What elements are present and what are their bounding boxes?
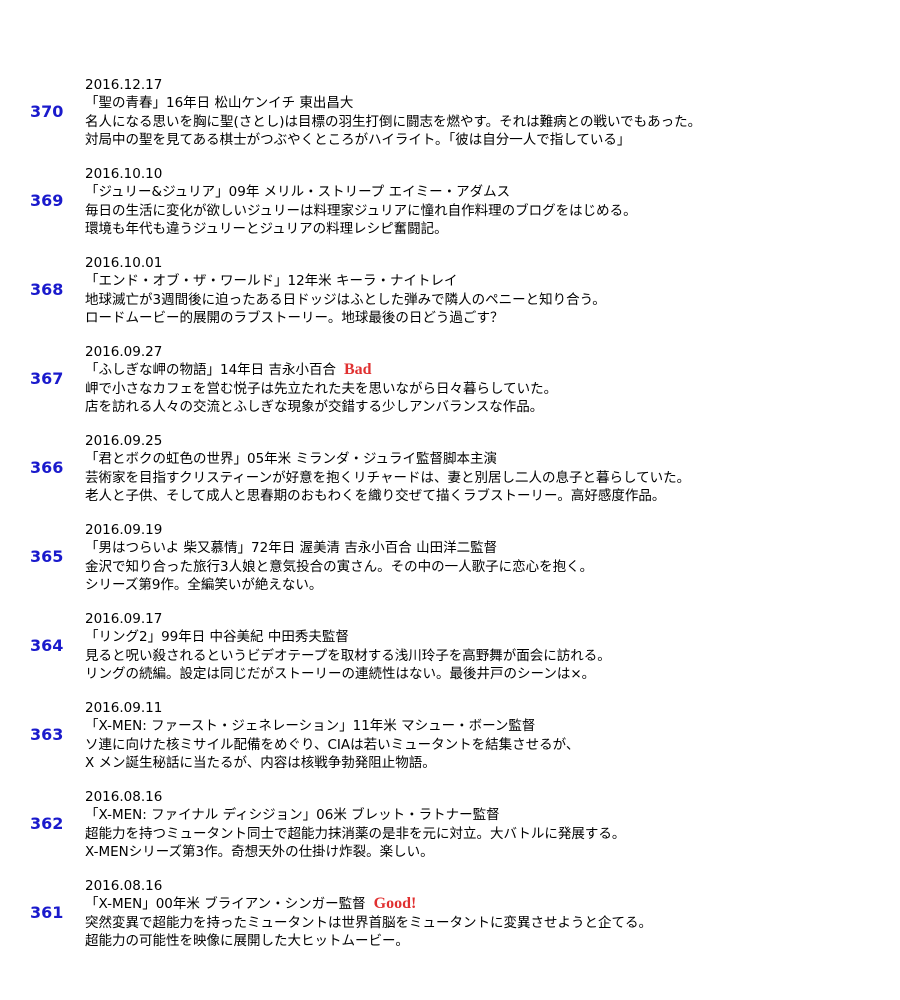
rating-tag: Good! <box>373 895 417 912</box>
entry-title-line: 「聖の青春」16年日 松山ケンイチ 東出昌大 <box>85 94 353 112</box>
entry-description: シリーズ第9作。全編笑いが絶えない。 <box>85 577 323 593</box>
entry-title: 「リング2」99年日 中谷美紀 中田秀夫監督 <box>85 629 349 645</box>
entry-description: 超能力を持つミュータント同士で超能力抹消薬の是非を元に対立。大バトルに発展する。 <box>85 826 626 842</box>
entry-description: 突然変異で超能力を持ったミュータントは世界首脳をミュータントに変異させようと企て… <box>85 915 652 931</box>
entry-description: 環境も年代も違うジュリーとジュリアの料理レシピ奮闘記。 <box>85 221 448 237</box>
entry-number: 367 <box>30 369 64 388</box>
entry-title: 「君とボクの虹色の世界」05年米 ミランダ・ジュライ監督脚本主演 <box>85 451 498 467</box>
entry-number: 363 <box>30 725 64 744</box>
entry-number: 368 <box>30 280 64 299</box>
entry-title-line: 「エンド・オブ・ザ・ワールド」12年米 キーラ・ナイトレイ <box>85 272 457 290</box>
entry-number: 365 <box>30 547 64 566</box>
entry-title-line: 「X-MEN: ファイナル ディシジョン」06米 ブレット・ラトナー監督 <box>85 806 500 824</box>
entry-title: 「X-MEN: ファースト・ジェネレーション」11年米 マシュー・ボーン監督 <box>85 718 536 734</box>
entry-title: 「エンド・オブ・ザ・ワールド」12年米 キーラ・ナイトレイ <box>85 273 458 289</box>
entry-description: ソ連に向けた核ミサイル配備をめぐり、CIAは若いミュータントを結集させるが、 <box>85 737 580 753</box>
entry-number: 361 <box>30 903 64 922</box>
entry-date: 2016.08.16 <box>85 789 163 805</box>
entry-date: 2016.09.11 <box>85 700 163 716</box>
entry-description: 金沢で知り合った旅行3人娘と意気投合の寅さん。その中の一人歌子に恋心を抱く。 <box>85 559 594 575</box>
entry-title-line: 「リング2」99年日 中谷美紀 中田秀夫監督 <box>85 628 349 646</box>
entry-description: X メン誕生秘話に当たるが、内容は核戦争勃発阻止物語。 <box>85 755 436 771</box>
entry-description: 芸術家を目指すクリスティーンが好意を抱くリチャードは、妻と別居し二人の息子と暮ら… <box>85 470 691 486</box>
entry-title: 「X-MEN」00年米 ブライアン・シンガー監督 <box>85 896 366 912</box>
entry-date: 2016.09.17 <box>85 611 163 627</box>
entry-title: 「X-MEN: ファイナル ディシジョン」06米 ブレット・ラトナー監督 <box>85 807 500 823</box>
entry: 369 2016.10.10 「ジュリー&ジュリア」09年 メリル・ストリープ エイ… <box>0 165 900 245</box>
entry-date: 2016.09.27 <box>85 344 163 360</box>
entry-description: 毎日の生活に変化が欲しいジュリーは料理家ジュリアに憧れ自作料理のブログをはじめる… <box>85 203 637 219</box>
entry-number: 366 <box>30 458 64 477</box>
entry-date: 2016.10.01 <box>85 255 163 271</box>
entry: 363 2016.09.11 「X-MEN: ファースト・ジェネレーション」11年米… <box>0 699 900 779</box>
entry: 370 2016.12.17 「聖の青春」16年日 松山ケンイチ 東出昌大名人になる… <box>0 76 900 156</box>
entry-description: 岬で小さなカフェを営む悦子は先立たれた夫を思いながら日々暮らしていた。 <box>85 381 558 397</box>
entry: 367 2016.09.27 「ふしぎな岬の物語」14年日 吉永小百合 Bad 岬で小さ… <box>0 343 900 423</box>
entry: 368 2016.10.01 「エンド・オブ・ザ・ワールド」12年米 キーラ・ナイト… <box>0 254 900 334</box>
entry-description: ロードムービー的展開のラブストーリー。地球最後の日どう過ごす？ <box>85 310 504 326</box>
entry-number: 364 <box>30 636 64 655</box>
entry-title-line: 「X-MEN」00年米 ブライアン・シンガー監督 Good! <box>85 895 416 913</box>
entry: 364 2016.09.17 「リング2」99年日 中谷美紀 中田秀夫監督見ると呪い… <box>0 610 900 690</box>
entry: 362 2016.08.16 「X-MEN: ファイナル ディシジョン」06米 ブレ… <box>0 788 900 868</box>
entry-title: 「ふしぎな岬の物語」14年日 吉永小百合 <box>85 362 336 378</box>
entry: 361 2016.08.16 「X-MEN」00年米 ブライアン・シンガー監督 Goo… <box>0 877 900 957</box>
entry-title: 「聖の青春」16年日 松山ケンイチ 東出昌大 <box>85 95 354 111</box>
entry: 365 2016.09.19 「男はつらいよ 柴又慕情」72年日 渥美清 吉永小百合… <box>0 521 900 601</box>
entry-description: X-MENシリーズ第3作。奇想天外の仕掛け炸裂。楽しい。 <box>85 844 434 860</box>
entry-description: リングの続編。設定は同じだがストーリーの連続性はない。最後井戸のシーンは×。 <box>85 666 596 682</box>
entry-title: 「ジュリー&ジュリア」09年 メリル・ストリープ エイミー・アダムス <box>85 184 511 200</box>
entry-date: 2016.09.19 <box>85 522 163 538</box>
entry-date: 2016.10.10 <box>85 166 163 182</box>
entry-description: 見ると呪い殺されるというビデオテープを取材する浅川玲子を高野舞が面会に訪れる。 <box>85 648 611 664</box>
entry-title-line: 「君とボクの虹色の世界」05年米 ミランダ・ジュライ監督脚本主演 <box>85 450 497 468</box>
entry-description: 店を訪れる人々の交流とふしぎな現象が交錯する少しアンバランスな作品。 <box>85 399 544 415</box>
entry-title-line: 「X-MEN: ファースト・ジェネレーション」11年米 マシュー・ボーン監督 <box>85 717 535 735</box>
entry-date: 2016.12.17 <box>85 77 163 93</box>
entry-number: 370 <box>30 102 64 121</box>
entry-number: 362 <box>30 814 64 833</box>
rating-tag: Bad <box>343 361 372 378</box>
entry: 366 2016.09.25 「君とボクの虹色の世界」05年米 ミランダ・ジュライ監… <box>0 432 900 512</box>
entry-date: 2016.08.16 <box>85 878 163 894</box>
entry-description: 対局中の聖を見てある棋士がつぶやくところがハイライト。「彼は自分一人で指している… <box>85 132 631 148</box>
entry-title: 「男はつらいよ 柴又慕情」72年日 渥美清 吉永小百合 山田洋二監督 <box>85 540 498 556</box>
entry-title-line: 「男はつらいよ 柴又慕情」72年日 渥美清 吉永小百合 山田洋二監督 <box>85 539 497 557</box>
entry-number: 369 <box>30 191 64 210</box>
entry-title-line: 「ジュリー&ジュリア」09年 メリル・ストリープ エイミー・アダムス <box>85 183 510 201</box>
entry-description: 地球滅亡が3週間後に迫ったある日ドッジはふとした弾みで隣人のペニーと知り合う。 <box>85 292 606 308</box>
entry-description: 超能力の可能性を映像に展開した大ヒットムービー。 <box>85 933 409 949</box>
entry-title-line: 「ふしぎな岬の物語」14年日 吉永小百合 Bad <box>85 361 372 379</box>
entry-description: 老人と子供、そして成人と思春期のおもわくを織り交ぜて描くラブストーリー。高好感度… <box>85 488 666 504</box>
entry-description: 名人になる思いを胸に聖(さとし)は目標の羽生打倒に闘志を燃やす。それは難病との戦… <box>85 114 702 130</box>
entry-date: 2016.09.25 <box>85 433 163 449</box>
